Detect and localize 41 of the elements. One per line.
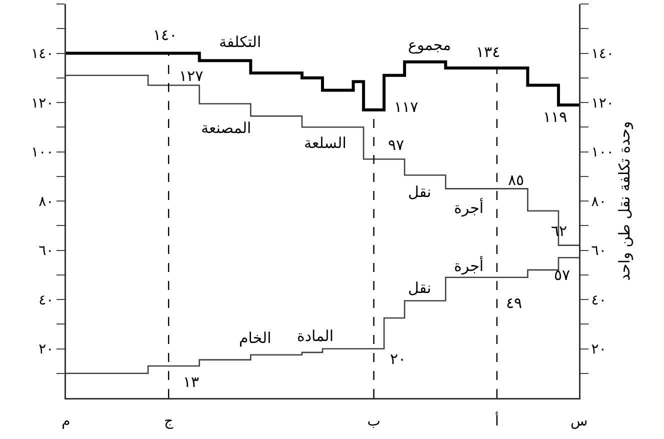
annotation: ١١٩ bbox=[543, 108, 568, 126]
annotation: ١٤٠ bbox=[153, 26, 178, 44]
annotation: أجرة bbox=[454, 198, 484, 217]
annotation: نقل bbox=[408, 279, 432, 297]
annotation: الخام bbox=[239, 329, 272, 347]
x-tick-label: أ bbox=[494, 411, 499, 430]
annotation: ١٢٧ bbox=[179, 67, 204, 85]
annotation: مجموع bbox=[408, 36, 452, 54]
y2-tick-label: ٢٠ bbox=[591, 342, 606, 358]
annotation: المادة bbox=[297, 327, 334, 345]
x-tick-label: م bbox=[62, 413, 70, 430]
annotation: ٩٧ bbox=[388, 136, 404, 154]
annotation: ٨٥ bbox=[508, 171, 524, 189]
annotation: ١١٧ bbox=[394, 98, 418, 116]
annotation: ١٣٤ bbox=[476, 43, 500, 61]
y-tick-label: ١٢٠ bbox=[31, 95, 54, 112]
annotation: التكلفة bbox=[219, 33, 262, 51]
annotation: ٢٠ bbox=[390, 350, 406, 368]
annotation: ٤٩ bbox=[506, 294, 522, 312]
y-tick-label: ٦٠ bbox=[38, 243, 54, 260]
annotation: ٥٧ bbox=[554, 266, 570, 284]
y2-tick-label: ٨٠ bbox=[591, 194, 606, 210]
y2-tick-label: ١٤٠ bbox=[591, 46, 614, 62]
annotation: السلعة bbox=[304, 134, 346, 152]
y-tick-label: ٢٠ bbox=[38, 342, 54, 358]
annotation: ١٣ bbox=[183, 373, 200, 391]
y-tick-label: ٤٠ bbox=[38, 292, 54, 308]
x-tick-label: ج bbox=[164, 413, 174, 430]
x-tick-label: س bbox=[570, 413, 588, 430]
y2-tick-label: ٦٠ bbox=[591, 243, 606, 260]
x-tick-label: ب bbox=[367, 413, 380, 430]
y2-tick-label: ١٢٠ bbox=[591, 95, 614, 112]
annotation: المصنعة bbox=[201, 119, 252, 137]
y-tick-label: ٨٠ bbox=[38, 194, 54, 210]
y-tick-label: ١٤٠ bbox=[31, 46, 54, 62]
y2-tick-label: ٤٠ bbox=[591, 292, 606, 308]
annotation: نقل bbox=[408, 183, 432, 201]
y2-axis-title: وحدة تكلفة نقل طن واحد bbox=[616, 121, 634, 281]
y2-tick-label: ١٠٠ bbox=[591, 144, 614, 161]
annotation: أجرة bbox=[454, 256, 484, 275]
y-tick-label: ١٠٠ bbox=[31, 144, 54, 161]
